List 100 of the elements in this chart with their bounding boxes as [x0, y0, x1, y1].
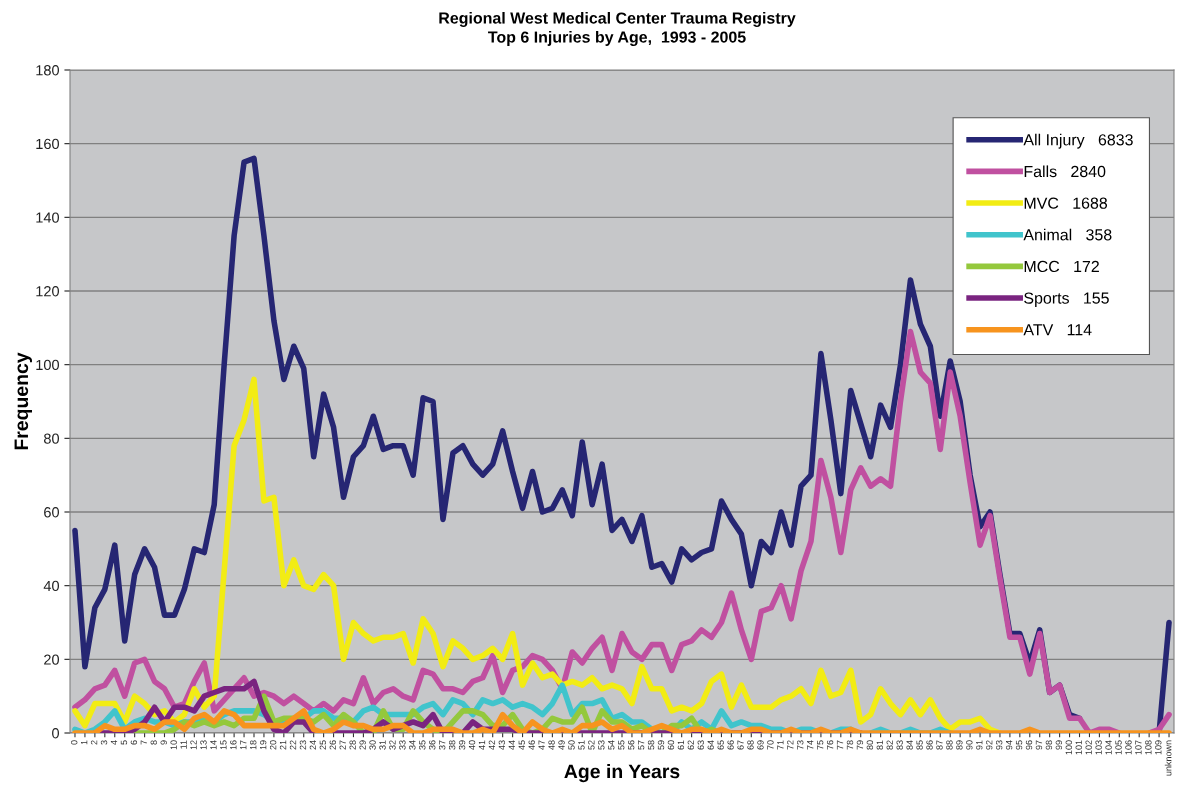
x-tick-label: 33: [399, 740, 406, 750]
x-tick-label: 38: [448, 740, 456, 750]
x-tick-label: 30: [369, 740, 376, 750]
x-tick-label: 4: [110, 740, 118, 745]
x-tick-label: 36: [429, 740, 436, 750]
x-tick-label: 77: [836, 740, 844, 750]
x-tick-label: 20: [269, 740, 277, 750]
x-tick-label: 50: [568, 740, 575, 750]
x-tick-label: 56: [627, 740, 635, 750]
x-tick-label: 98: [1045, 740, 1053, 750]
x-tick-label: 78: [846, 740, 854, 750]
x-tick-label: 80: [866, 740, 874, 750]
x-tick-label: 21: [279, 740, 287, 750]
x-tick-label: 60: [667, 740, 675, 750]
legend-label: Animal 358: [1023, 228, 1112, 241]
x-tick-label: 32: [389, 740, 396, 750]
legend-label: MCC 172: [1024, 260, 1099, 273]
x-tick-label: 19: [259, 740, 267, 750]
x-tick-label: 87: [936, 740, 943, 750]
x-tick-label: 85: [916, 740, 923, 750]
x-tick-label: 82: [886, 740, 893, 750]
x-tick-label: 34: [409, 740, 416, 750]
x-tick-label: 104: [1105, 740, 1112, 755]
x-tick-label: 88: [946, 740, 953, 750]
x-tick-label: 102: [1085, 740, 1092, 755]
x-tick-label: 62: [687, 740, 695, 750]
x-tick-label: 103: [1095, 740, 1102, 755]
x-tick-label: 63: [697, 740, 704, 750]
y-tick-label: 160: [36, 138, 60, 150]
y-tick-label: 120: [36, 286, 60, 297]
x-tick-label: 22: [289, 740, 297, 750]
x-tick-label: 13: [200, 740, 207, 750]
y-tick-label: 40: [43, 580, 60, 592]
x-tick-label: 58: [647, 740, 655, 750]
y-tick-label: 80: [44, 433, 60, 444]
x-tick-label: 16: [230, 740, 237, 750]
x-tick-label: 24: [309, 740, 317, 750]
x-tick-label: 7: [140, 740, 147, 745]
x-tick-label: 10: [170, 740, 177, 750]
x-tick-label: 66: [727, 740, 734, 750]
x-tick-label: 101: [1075, 740, 1082, 755]
x-tick-label: 17: [240, 740, 247, 750]
x-tick-label: 42: [488, 740, 496, 750]
x-tick-label: 69: [757, 740, 764, 750]
x-tick-label: 105: [1115, 740, 1122, 755]
x-tick-label: 39: [458, 740, 466, 750]
x-tick-label: 52: [588, 740, 595, 750]
x-tick-label: 95: [1015, 740, 1023, 750]
x-tick-label: 35: [419, 740, 426, 750]
x-tick-label: 2: [90, 740, 98, 745]
x-tick-label: 25: [319, 740, 327, 750]
x-tick-label: 51: [578, 740, 585, 750]
x-tick-label: 76: [826, 740, 834, 750]
x-tick-label: 64: [707, 740, 714, 750]
y-tick-label: 180: [36, 65, 60, 76]
legend-label: Sports 155: [1024, 292, 1109, 307]
y-tick-label: 20: [44, 654, 60, 665]
x-tick-label: 75: [817, 740, 824, 750]
x-tick-label: 90: [966, 740, 973, 750]
x-tick-label: 59: [657, 740, 665, 750]
chart-title: Regional West Medical Center Trauma Registry Top 6 Injuries by Age, 1993 - 2005: [439, 12, 796, 46]
x-tick-label: 83: [896, 740, 903, 750]
x-tick-label: 3: [100, 740, 108, 745]
x-tick-label: 107: [1135, 740, 1142, 755]
x-tick-label: 31: [379, 740, 386, 750]
x-tick-label: 99: [1055, 740, 1063, 750]
x-tick-label: 91: [976, 740, 983, 750]
x-tick-label: 45: [518, 740, 525, 750]
x-tick-label: 67: [737, 740, 744, 750]
x-tick-label: 89: [956, 740, 963, 750]
x-tick-label: 5: [120, 740, 128, 745]
x-tick-label: 46: [528, 740, 535, 750]
x-tick-label: 18: [250, 740, 257, 750]
y-tick-label: 100: [36, 359, 60, 371]
x-tick-label: 81: [876, 740, 884, 750]
x-tick-label: 55: [618, 740, 625, 750]
x-tick-label: 72: [787, 740, 794, 750]
x-tick-label: 71: [777, 740, 784, 750]
x-tick-label: 92: [986, 740, 993, 750]
x-tick-label: 29: [359, 740, 366, 750]
x-tick-label: 44: [508, 740, 515, 750]
x-tick-label: 86: [926, 740, 933, 750]
x-tick-label: 1: [81, 740, 88, 745]
x-tick-label: 14: [210, 740, 217, 750]
x-tick-label: 26: [329, 740, 336, 750]
x-tick-label: 61: [677, 740, 685, 750]
x-tick-label: 79: [856, 740, 864, 750]
legend-label: MVC 1688: [1024, 197, 1108, 209]
y-tick-label: 60: [44, 507, 60, 518]
legend-label: Falls 2840: [1024, 165, 1106, 178]
x-tick-label: 41: [478, 740, 486, 750]
x-tick-label: 73: [797, 740, 804, 750]
x-tick-label: 53: [598, 740, 605, 750]
x-tick-label: 9: [160, 740, 167, 745]
x-tick-label: 97: [1035, 740, 1043, 750]
y-tick-label: 140: [36, 212, 60, 223]
x-tick-label: 106: [1125, 740, 1132, 755]
x-tick-label: 43: [498, 740, 506, 750]
x-tick-label: 93: [995, 740, 1003, 750]
x-tick-label: 28: [349, 740, 356, 750]
